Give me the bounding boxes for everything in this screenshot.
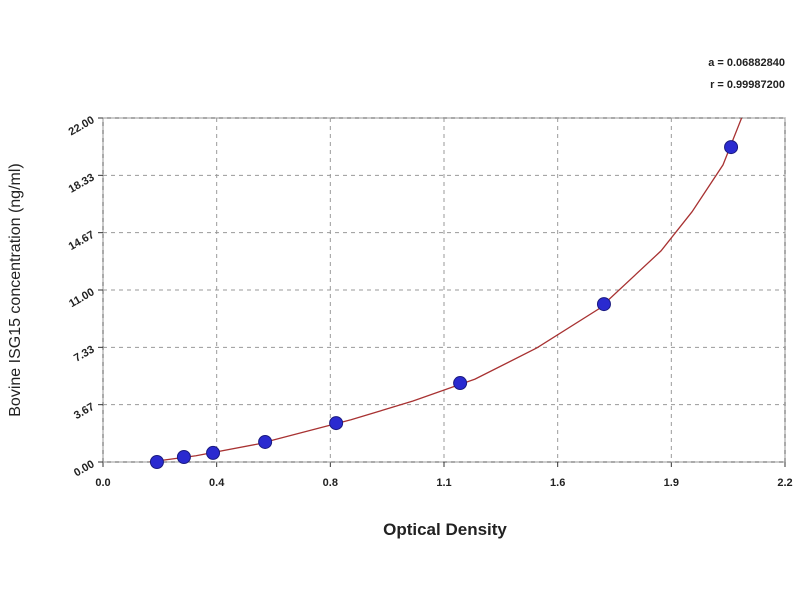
x-tick-label: 1.6 [550,477,565,489]
fit-curve [149,117,743,462]
y-tick-label: 14.67 [67,229,97,253]
x-tick-label: 0.4 [209,477,225,489]
data-point [596,297,611,312]
data-point [453,376,468,391]
y-tick-label: 18.33 [67,172,97,196]
y-tick-label: 0.00 [72,458,97,479]
x-tick-label: 0.0 [95,477,110,489]
y-tick-label: 7.33 [72,344,97,365]
annotation: r = 0.99987200 [710,79,785,91]
data-point [206,445,221,460]
data-point [724,140,739,155]
data-point [149,455,164,469]
data-point [258,434,273,449]
y-tick-label: 11.00 [67,286,96,310]
x-tick-label: 1.9 [664,477,679,489]
x-tick-label: 2.2 [777,477,792,489]
y-axis-title: Bovine ISG15 concentration (ng/ml) [7,163,24,416]
annotation: a = 0.06882840 [708,57,785,69]
x-tick-label: 0.8 [323,477,338,489]
x-axis-title: Optical Density [383,520,507,539]
y-tick-label: 3.67 [72,401,97,422]
x-tick-label: 1.1 [436,477,451,489]
data-point [176,449,191,464]
y-tick-label: 22.00 [67,114,97,138]
data-point [329,416,344,431]
